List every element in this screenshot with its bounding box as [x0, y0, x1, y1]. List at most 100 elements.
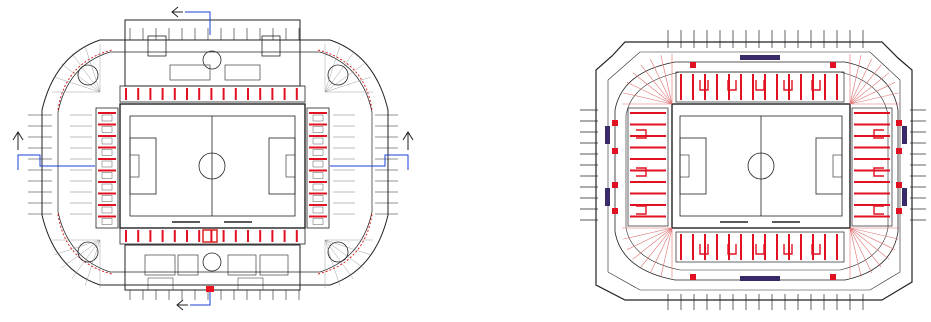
vomitory-mark	[811, 244, 821, 255]
entry-marker	[896, 208, 902, 214]
seat-aisle-mark	[630, 112, 666, 114]
seat-aisle-mark	[309, 204, 327, 206]
radial-line	[849, 227, 862, 277]
seat-aisle-mark	[630, 215, 666, 218]
seat-block	[101, 137, 113, 145]
pitch-field	[129, 115, 296, 217]
radial-line	[324, 76, 371, 93]
seat-aisle-mark	[800, 234, 802, 260]
seat-block	[101, 183, 113, 191]
seat-aisle-mark	[630, 123, 666, 126]
radial-line	[632, 227, 673, 260]
vomitory-mark	[755, 80, 765, 91]
exit-route-west	[12, 131, 95, 170]
seat-aisle-mark	[836, 234, 838, 260]
seat-aisle-mark	[704, 234, 706, 260]
seat-block	[101, 126, 113, 133]
seat-aisle-mark	[271, 230, 274, 242]
seat-aisle-mark	[630, 181, 666, 183]
seat-aisle-mark	[854, 181, 890, 183]
pitch-centre-circle	[198, 152, 226, 180]
seat-aisle-mark	[836, 74, 838, 100]
goal-box-east	[285, 154, 296, 178]
entry-marker	[830, 274, 836, 280]
radial-line	[623, 92, 673, 105]
radial-line	[324, 239, 341, 286]
vomitory-mark	[873, 167, 884, 177]
radial-line	[324, 239, 354, 279]
seat-aisle-mark	[800, 74, 802, 100]
seat-aisle-mark	[309, 181, 327, 183]
seat-aisle-mark	[295, 88, 298, 100]
corner-arc-br	[317, 213, 373, 275]
seat-aisle-mark	[716, 234, 718, 260]
seat-block	[101, 172, 113, 179]
seat-aisle-mark	[161, 230, 164, 242]
seat-aisle-mark	[824, 234, 826, 260]
seat-block	[312, 149, 324, 156]
seat-aisle-mark	[752, 74, 754, 100]
vomitory-mark	[699, 244, 709, 255]
seat-block	[101, 218, 113, 225]
top-mid-block	[202, 50, 222, 70]
opposite-stand-building	[124, 244, 301, 291]
upper-level-plan	[580, 30, 926, 310]
ground-level-plan	[12, 6, 414, 311]
seat-aisle-mark	[98, 181, 116, 183]
vomitory-mark	[636, 129, 647, 139]
seat-aisle-mark	[309, 123, 327, 126]
seat-aisle-mark	[222, 88, 225, 100]
seat-aisle-mark	[137, 230, 140, 242]
goal-box-east	[832, 154, 843, 178]
radial-line	[623, 227, 673, 240]
radial-line	[61, 63, 101, 93]
vomitory-mark	[636, 205, 647, 215]
entry-marker	[690, 62, 696, 68]
seat-block	[312, 183, 324, 191]
entry-marker	[612, 208, 618, 214]
radial-line	[626, 227, 673, 250]
vomitory-mark	[727, 80, 737, 91]
pitch-boundary	[671, 103, 851, 229]
seat-aisle-mark	[854, 112, 890, 114]
seat-aisle-mark	[854, 135, 890, 137]
radial-line	[650, 58, 673, 105]
seat-aisle-mark	[173, 230, 176, 242]
seat-aisle-mark	[854, 169, 890, 172]
seat-block	[312, 195, 324, 202]
penalty-box-west	[679, 137, 707, 195]
radial-line	[640, 227, 673, 268]
corner-arc-bl	[57, 213, 113, 275]
seat-aisle-mark	[210, 88, 213, 100]
seat-aisle-mark	[854, 192, 890, 195]
seat-aisle-mark	[247, 230, 249, 242]
seat-aisle-mark	[137, 88, 140, 100]
upper-stand-north	[675, 71, 845, 103]
seat-aisle-mark	[309, 215, 327, 218]
vomitory-highlight	[202, 229, 218, 243]
structural-grid-lines	[28, 28, 398, 300]
seat-aisle-mark	[824, 74, 826, 100]
seat-aisle-mark	[716, 74, 718, 100]
entry-marker	[830, 62, 836, 68]
seat-aisle-mark	[309, 112, 327, 114]
exit-route-south	[176, 286, 214, 311]
seat-aisle-mark	[98, 169, 116, 172]
seat-aisle-mark	[186, 230, 188, 242]
corner-arc-tl	[57, 49, 113, 111]
seat-aisle-mark	[283, 230, 286, 242]
seat-block	[312, 160, 324, 168]
seat-aisle-mark	[98, 123, 116, 126]
seat-aisle-mark	[149, 230, 152, 242]
seat-aisle-mark	[198, 230, 201, 242]
radial-line	[61, 239, 101, 269]
seat-aisle-mark	[234, 230, 237, 242]
vomitory-mark	[727, 244, 737, 255]
seat-aisle-mark	[812, 234, 814, 260]
radial-line	[71, 239, 101, 279]
seat-aisle-mark	[752, 234, 754, 260]
seat-aisle-mark	[161, 88, 164, 100]
radial-line	[849, 82, 896, 105]
entry-marker	[612, 120, 618, 126]
